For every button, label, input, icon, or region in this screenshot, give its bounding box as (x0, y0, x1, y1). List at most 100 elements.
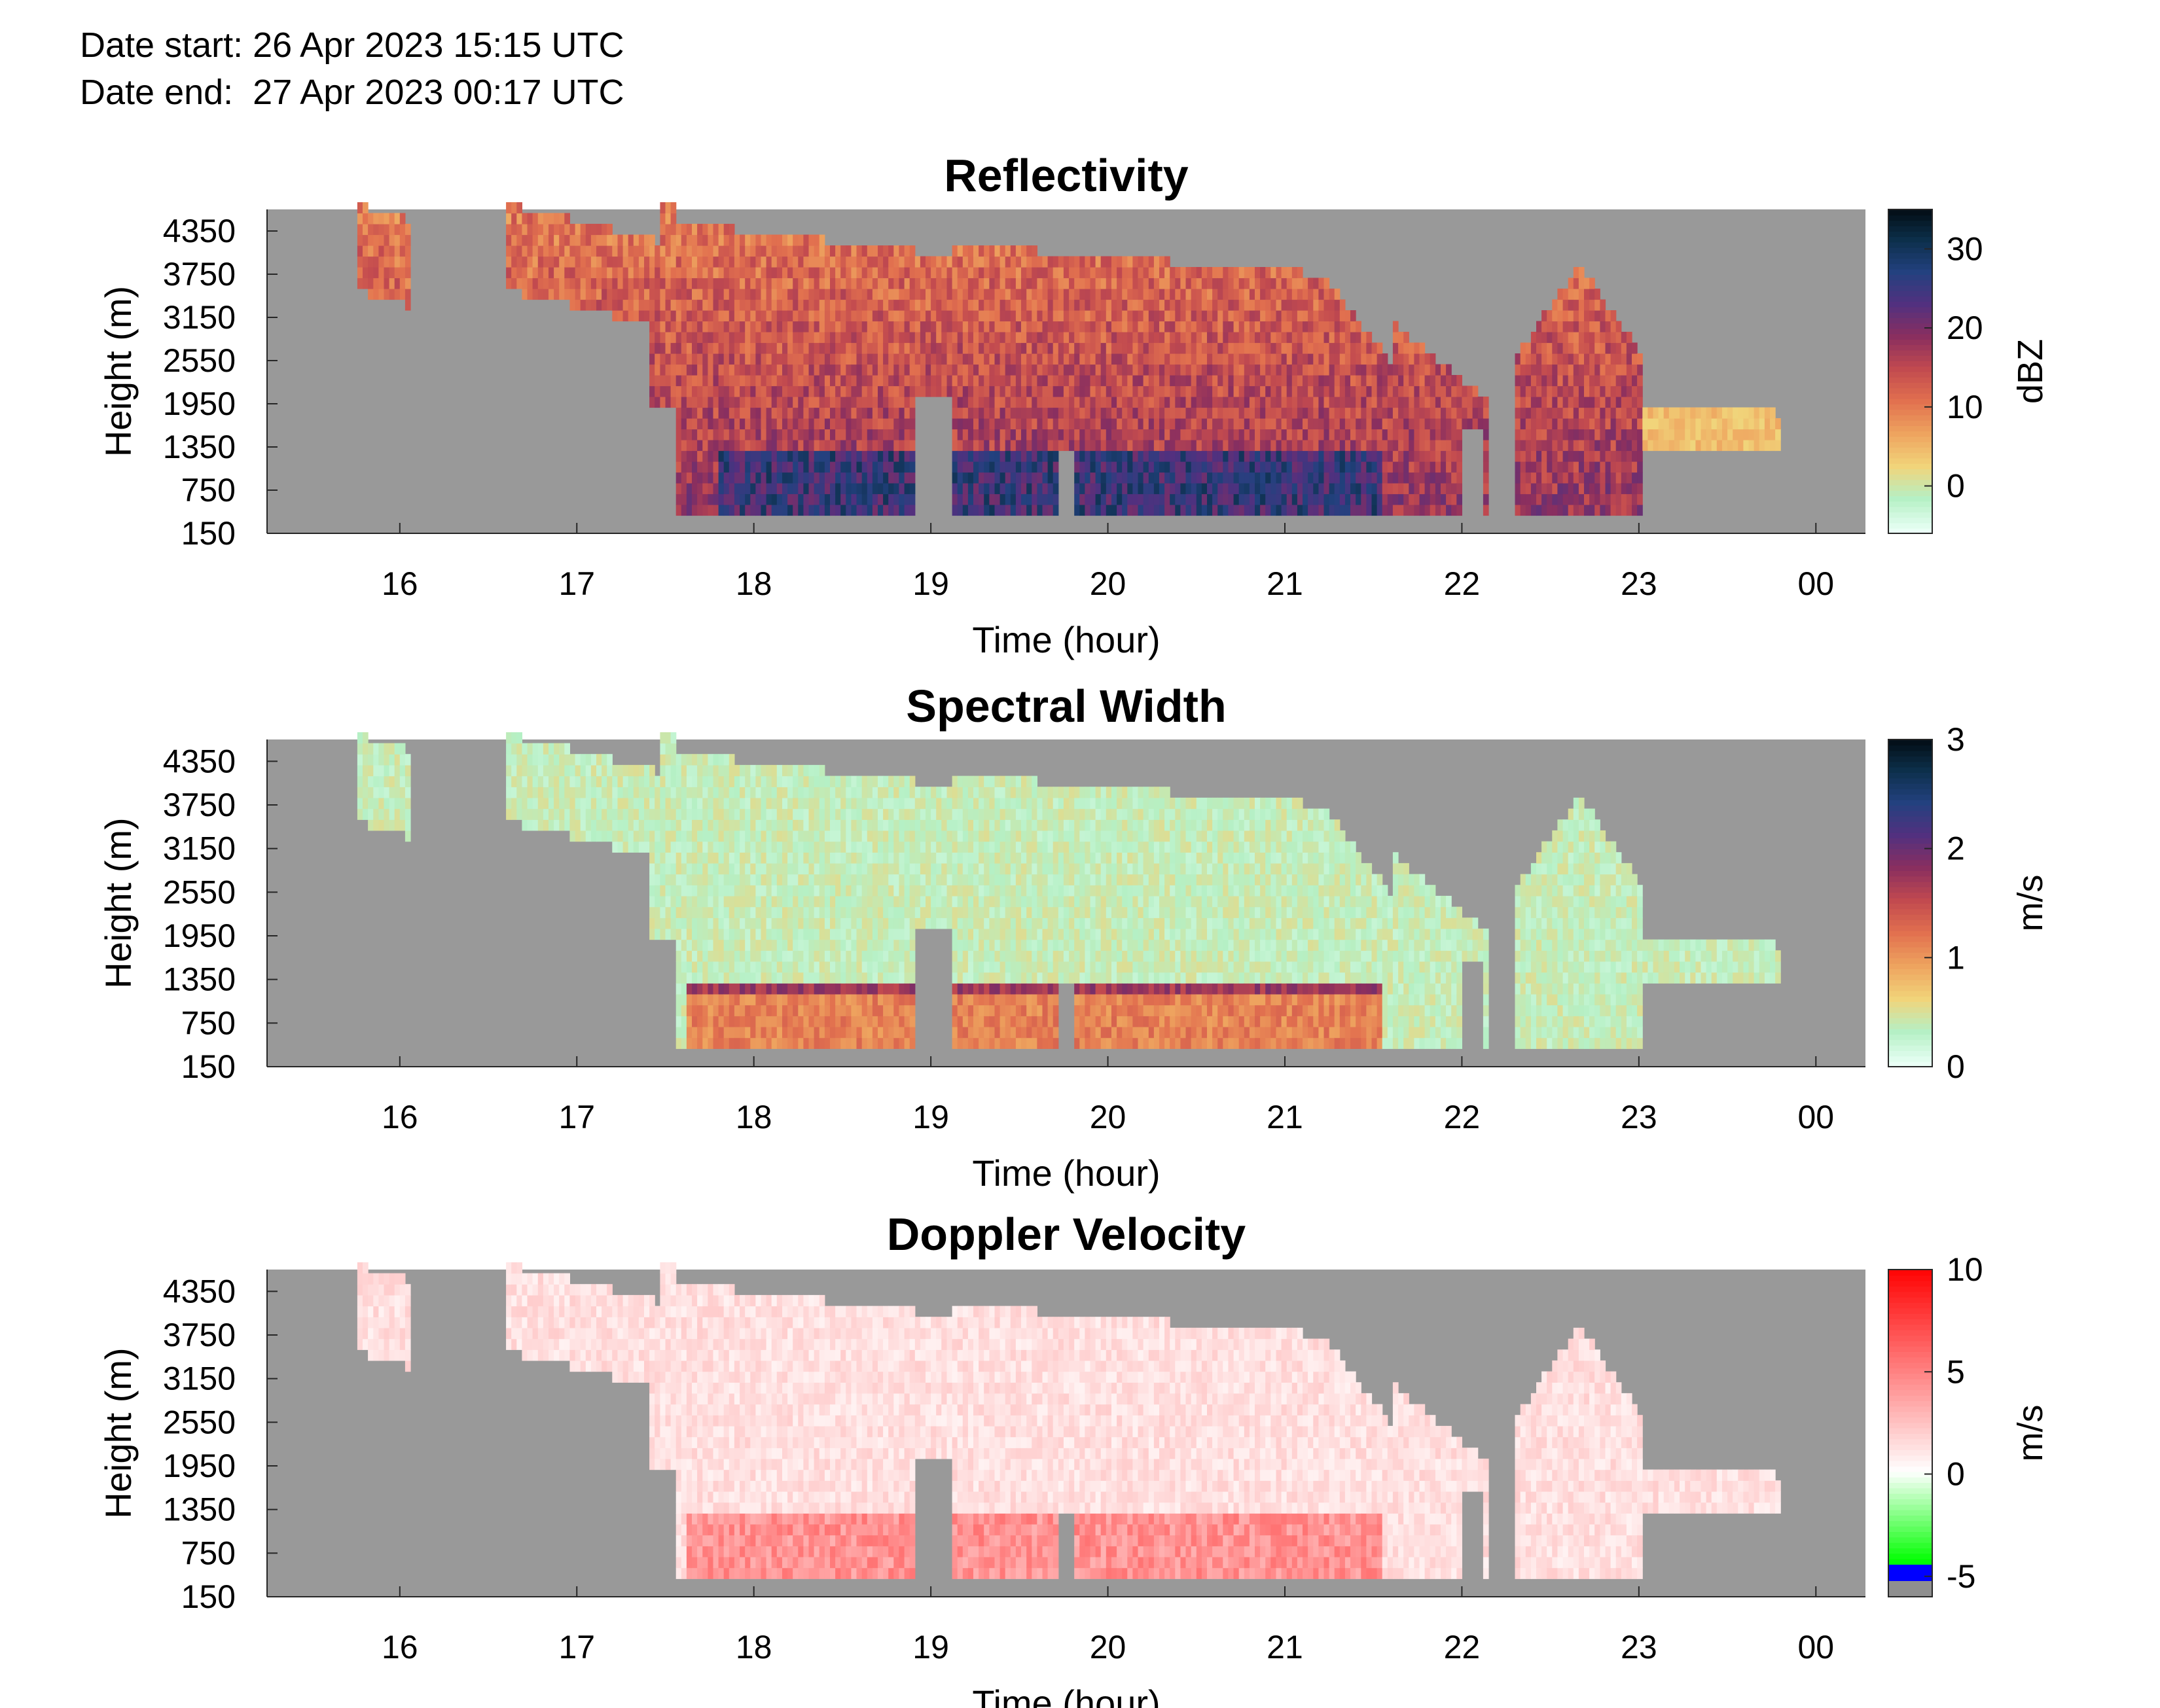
heatmap-cell (1361, 418, 1367, 430)
heatmap-cell (1573, 342, 1579, 354)
heatmap-cell (1515, 385, 1521, 397)
heatmap-cell (1424, 364, 1431, 376)
heatmap-cell (851, 353, 857, 365)
heatmap-cell (580, 289, 586, 300)
heatmap-cell (909, 342, 916, 354)
heatmap-cell (1541, 385, 1547, 397)
heatmap-cell (590, 808, 597, 820)
heatmap-cell (569, 277, 576, 289)
heatmap-cell (575, 224, 581, 236)
heatmap-cell (851, 299, 857, 311)
heatmap-cell (628, 277, 634, 289)
heatmap-cell (745, 277, 751, 289)
heatmap-cell (1212, 397, 1218, 408)
heatmap-cell (1207, 310, 1213, 322)
heatmap-cell (564, 213, 570, 224)
heatmap-cell (1387, 450, 1394, 462)
heatmap-cell (1058, 407, 1064, 419)
heatmap-cell (1419, 353, 1426, 365)
heatmap-cell (675, 797, 682, 810)
heatmap-cell (1042, 256, 1049, 268)
heatmap-cell (692, 299, 698, 311)
heatmap-cell (1223, 375, 1229, 387)
heatmap-cell (1377, 375, 1383, 387)
heatmap-cell (1562, 440, 1569, 452)
heatmap-cell (1196, 353, 1202, 365)
heatmap-cell (1339, 461, 1346, 473)
heatmap-cell (549, 277, 554, 289)
heatmap-cell (846, 267, 852, 279)
heatmap-cell (1175, 505, 1181, 516)
heatmap-cell (819, 385, 825, 397)
heatmap-cell (1435, 429, 1441, 440)
heatmap-cell (1026, 277, 1032, 289)
heatmap-cell (1722, 407, 1728, 419)
heatmap-cell (808, 245, 815, 257)
heatmap-cell (1653, 407, 1659, 419)
heatmap-cell (740, 332, 746, 344)
heatmap-cell (1058, 385, 1064, 397)
heatmap-cell (1010, 245, 1017, 257)
heatmap-cell (867, 493, 873, 505)
heatmap-cell (755, 353, 762, 365)
heatmap-cell (1323, 385, 1330, 397)
heatmap-cell (967, 493, 974, 505)
heatmap-cell (1552, 310, 1558, 322)
heatmap-cell (543, 787, 549, 798)
heatmap-cell (1095, 397, 1102, 408)
heatmap-cell (798, 472, 804, 484)
heatmap-cell (1530, 397, 1537, 408)
heatmap-cell (1632, 407, 1638, 419)
heatmap-cell (1175, 472, 1181, 484)
heatmap-cell (554, 289, 560, 300)
heatmap-cell (686, 1026, 693, 1039)
heatmap-cell (893, 245, 899, 257)
heatmap-cell (723, 505, 730, 516)
heatmap-cell (1085, 440, 1091, 452)
heatmap-cell (771, 450, 778, 462)
heatmap-cell (1233, 407, 1240, 419)
heatmap-cell (1063, 267, 1070, 279)
heatmap-cell (708, 418, 714, 430)
heatmap-cell (1334, 461, 1341, 473)
heatmap-cell (389, 234, 395, 246)
heatmap-cell (649, 385, 655, 397)
heatmap-cell (1308, 277, 1314, 289)
heatmap-cell (967, 450, 974, 462)
heatmap-cell (755, 234, 762, 246)
heatmap-cell (596, 775, 602, 787)
heatmap-cell (1100, 256, 1107, 268)
heatmap-cell (1228, 321, 1234, 332)
heatmap-cell (1653, 429, 1659, 440)
heatmap-cell (808, 234, 815, 246)
heatmap-cell (1180, 310, 1187, 322)
heatmap-cell (543, 277, 549, 289)
heatmap-cell (755, 440, 762, 452)
heatmap-cell (1339, 375, 1346, 387)
heatmap-cell (670, 289, 677, 300)
heatmap-cell (697, 841, 703, 853)
heatmap-cell (867, 375, 873, 387)
heatmap-cell (1175, 321, 1181, 332)
heatmap-cell (1238, 342, 1245, 354)
heatmap-cell (575, 819, 581, 831)
heatmap-cell (718, 321, 725, 332)
heatmap-cell (1207, 267, 1213, 279)
heatmap-cell (1244, 332, 1250, 344)
heatmap-cell (675, 841, 682, 853)
heatmap-cell (1191, 397, 1197, 408)
heatmap-cell (1557, 353, 1564, 365)
heatmap-cell (761, 289, 767, 300)
heatmap-cell (1164, 397, 1170, 408)
heatmap-cell (1185, 277, 1192, 289)
heatmap-cell (973, 277, 979, 289)
heatmap-cell (867, 364, 873, 376)
heatmap-cell (793, 299, 799, 311)
heatmap-cell (840, 267, 846, 279)
heatmap-cell (1138, 277, 1144, 289)
heatmap-cell (1578, 332, 1585, 344)
heatmap-cell (378, 277, 385, 289)
x-tick-label: 17 (558, 565, 595, 602)
heatmap-cell (378, 213, 385, 224)
heatmap-cell (872, 493, 878, 505)
